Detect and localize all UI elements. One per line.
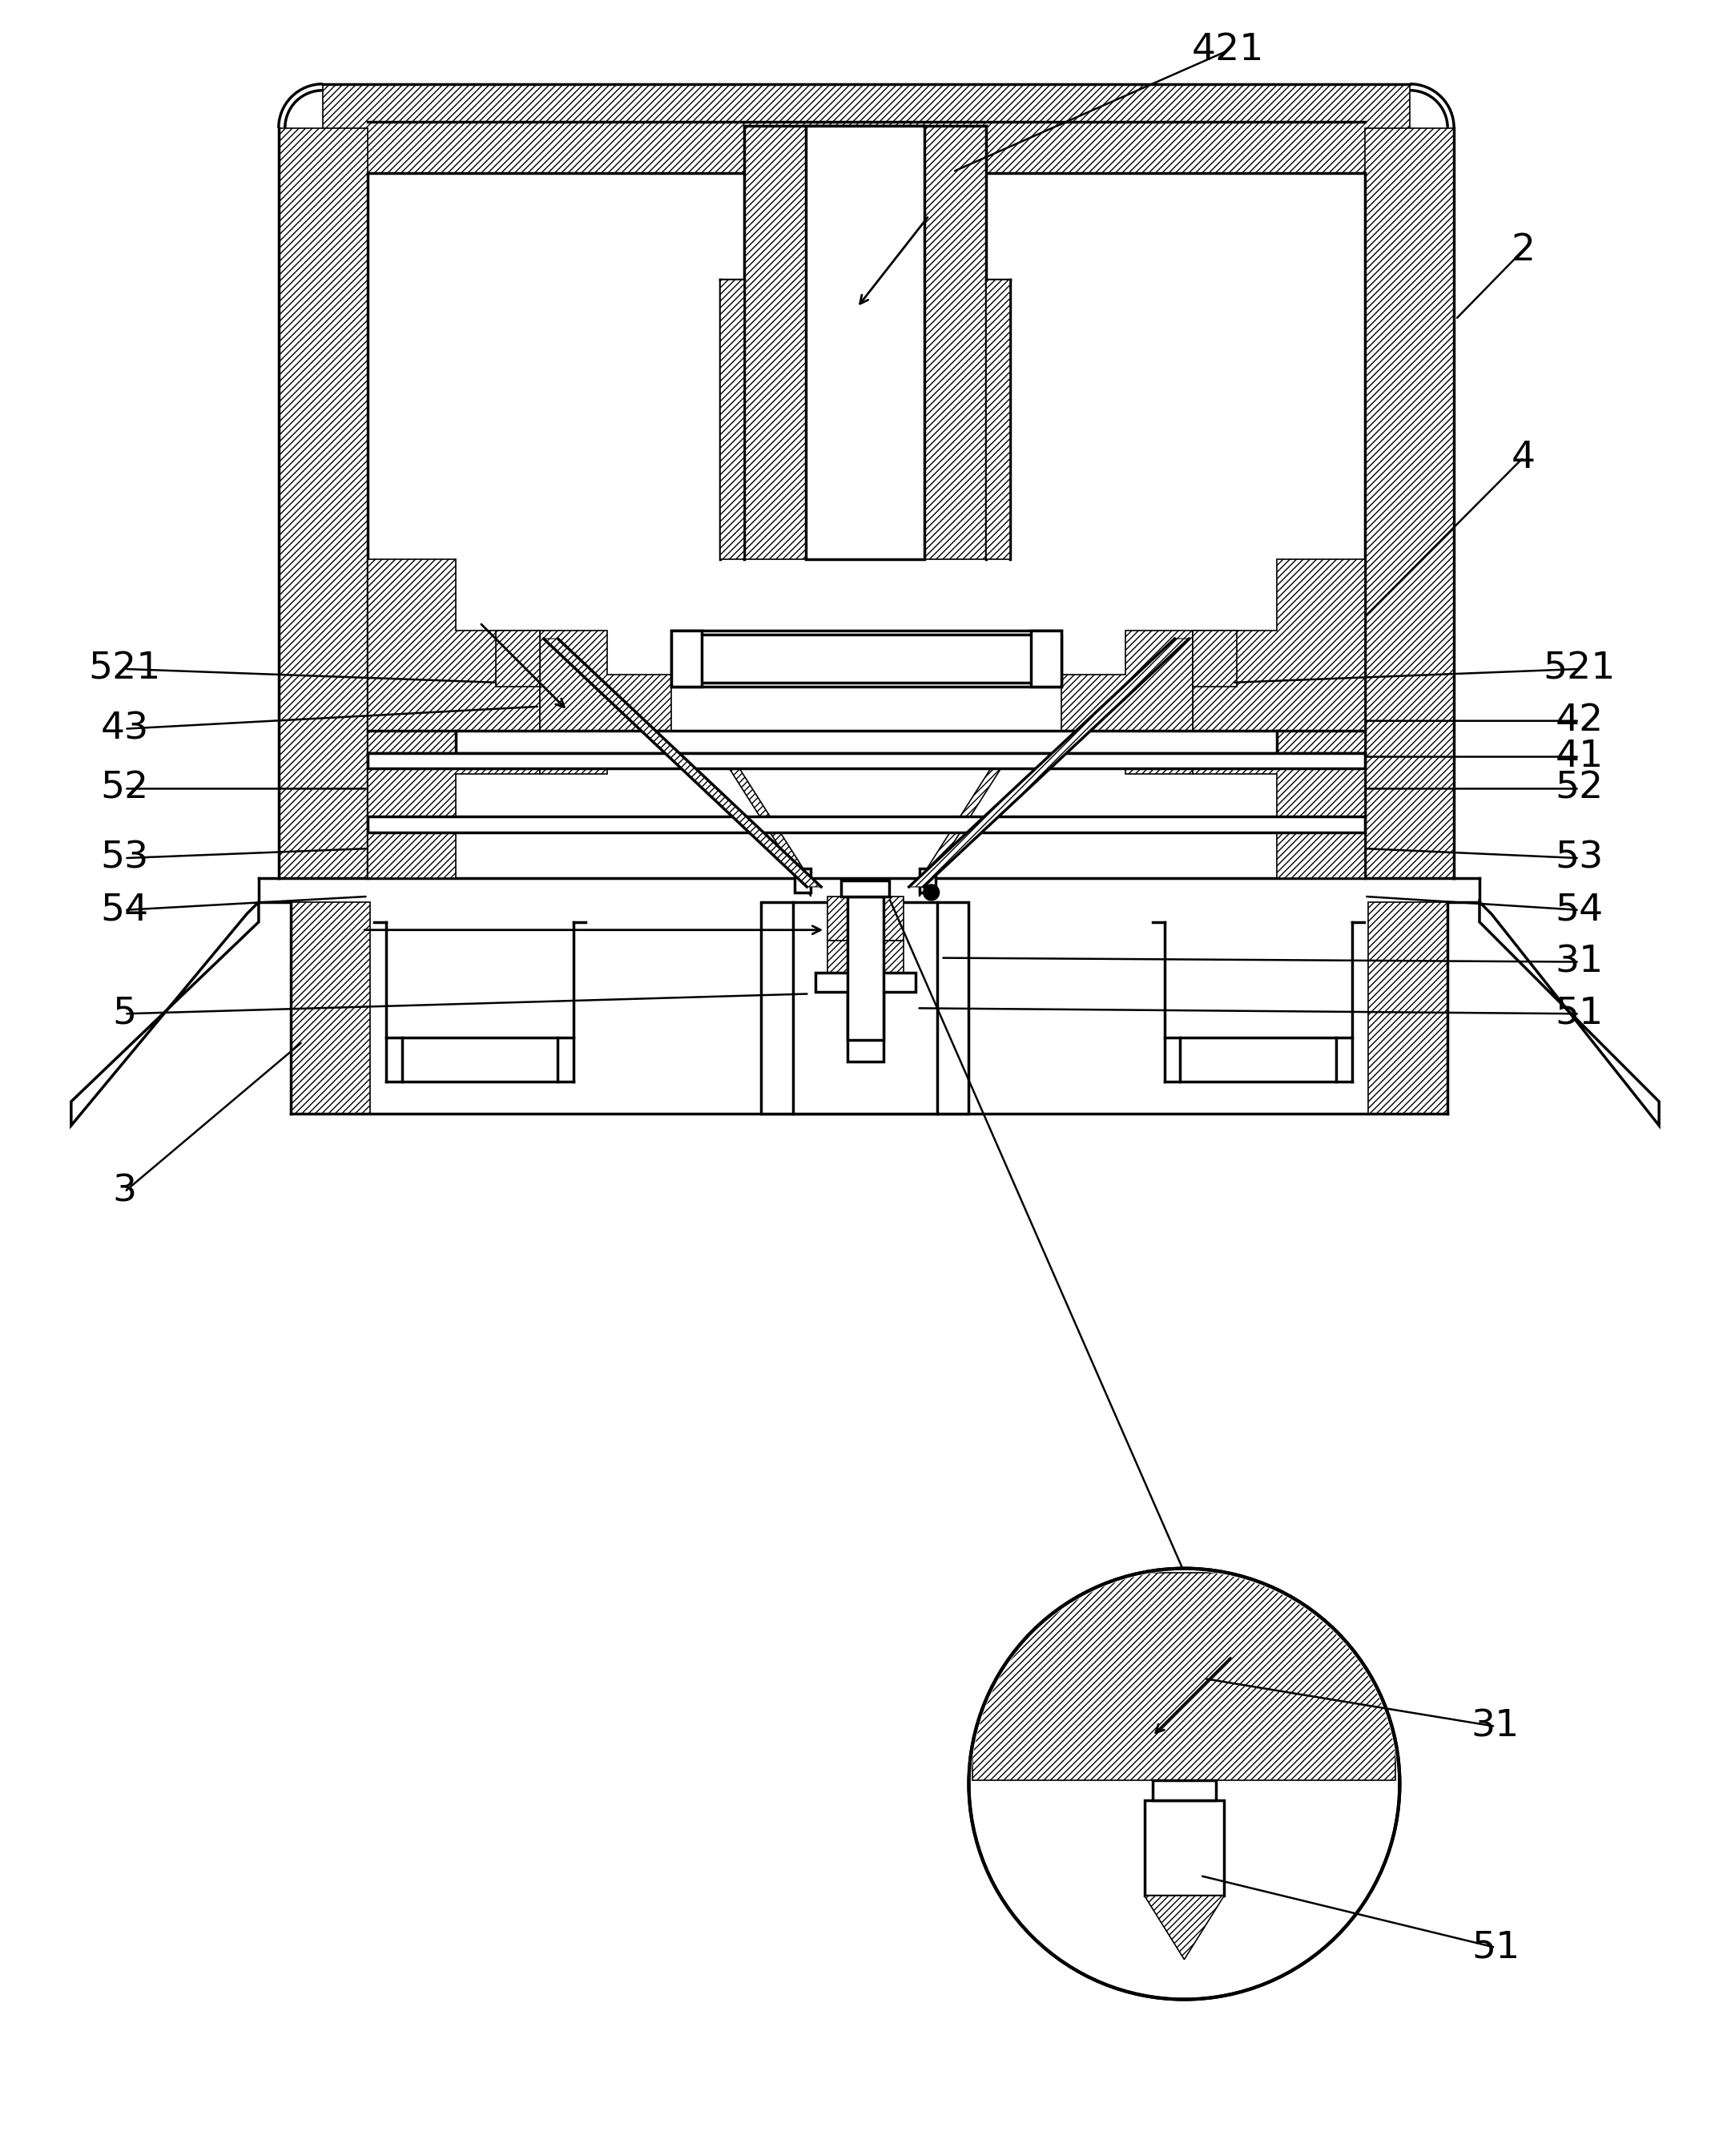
Text: 2: 2	[1511, 233, 1535, 267]
Bar	[841, 880, 889, 897]
Polygon shape	[908, 638, 1190, 886]
Bar	[278, 127, 368, 877]
Bar	[827, 940, 903, 972]
Circle shape	[924, 884, 939, 901]
Text: 43: 43	[100, 711, 149, 746]
Polygon shape	[71, 901, 259, 1125]
Polygon shape	[1062, 632, 1193, 774]
Text: 54: 54	[1554, 893, 1603, 927]
Bar	[496, 632, 539, 686]
Bar	[1145, 1800, 1224, 1895]
Polygon shape	[368, 558, 539, 877]
Bar	[1368, 901, 1447, 1112]
Text: 4: 4	[1511, 440, 1535, 476]
Bar	[807, 125, 924, 558]
Bar	[456, 731, 1276, 752]
Text: 52: 52	[100, 770, 149, 806]
Bar	[919, 869, 936, 893]
Text: 51: 51	[1471, 1930, 1520, 1966]
Text: 52: 52	[1554, 770, 1603, 806]
Bar	[848, 897, 884, 1039]
Bar	[744, 125, 807, 558]
Text: 31: 31	[1471, 1708, 1520, 1744]
Text: 53: 53	[1554, 841, 1603, 875]
Bar	[672, 632, 701, 686]
Polygon shape	[1193, 558, 1364, 877]
Bar	[1152, 1781, 1216, 1800]
Bar	[323, 84, 1409, 172]
Bar	[1193, 632, 1237, 686]
Bar	[848, 992, 884, 1061]
Text: 41: 41	[1554, 740, 1603, 774]
Text: 31: 31	[1554, 944, 1603, 981]
Bar	[1364, 127, 1454, 877]
Polygon shape	[919, 752, 1000, 897]
Bar	[368, 817, 1364, 832]
Bar	[368, 752, 1364, 770]
Text: 53: 53	[100, 841, 149, 875]
Bar	[972, 1572, 1395, 1781]
Text: 54: 54	[100, 893, 149, 927]
Bar	[1031, 632, 1062, 686]
Polygon shape	[544, 638, 822, 886]
Bar	[924, 125, 986, 558]
Text: 42: 42	[1554, 703, 1603, 740]
Bar	[720, 280, 744, 558]
Bar	[290, 901, 370, 1112]
Polygon shape	[539, 632, 672, 774]
Circle shape	[969, 1567, 1399, 1999]
Polygon shape	[1145, 1895, 1224, 1960]
Bar	[672, 634, 1062, 683]
Text: 521: 521	[88, 651, 161, 688]
Polygon shape	[729, 752, 812, 897]
Text: 521: 521	[1542, 651, 1615, 688]
Bar	[986, 280, 1010, 558]
Text: 5: 5	[112, 996, 136, 1033]
Text: 3: 3	[112, 1173, 136, 1210]
Bar	[762, 901, 969, 1112]
Text: 421: 421	[1192, 32, 1264, 69]
Polygon shape	[1480, 901, 1660, 1125]
Bar	[794, 869, 812, 893]
Text: 51: 51	[1554, 996, 1603, 1033]
Bar	[827, 897, 903, 940]
Bar	[815, 972, 915, 992]
